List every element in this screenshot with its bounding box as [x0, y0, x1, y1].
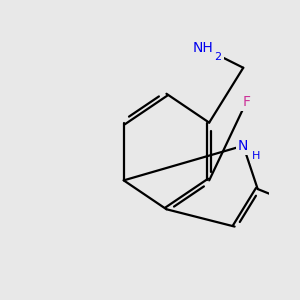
Text: 2: 2 [214, 52, 221, 62]
Text: F: F [242, 95, 250, 110]
Text: H: H [252, 151, 260, 161]
Text: NH: NH [193, 40, 213, 55]
Text: N: N [238, 139, 248, 153]
